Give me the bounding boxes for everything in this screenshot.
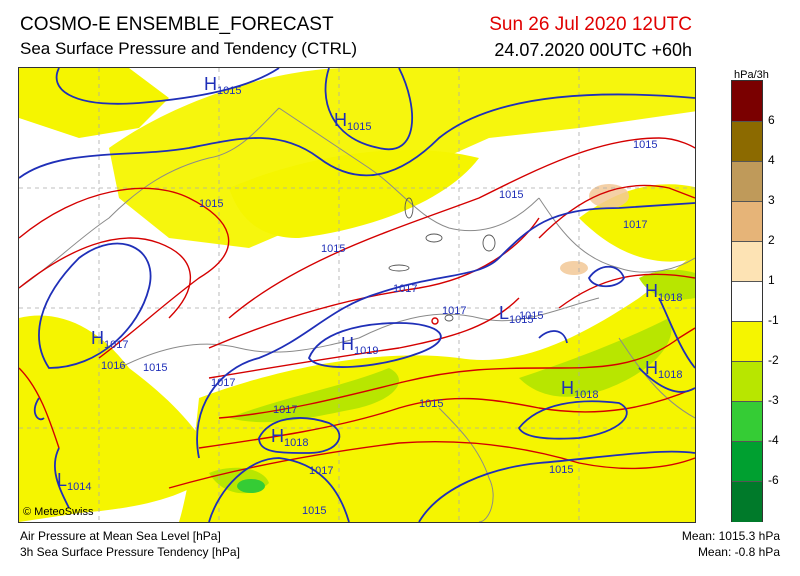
legend-unit: hPa/3h (734, 69, 769, 81)
tendency-fill-tan (560, 184, 629, 275)
isobars-red (19, 137, 695, 489)
isobar-value-label: 1015 (499, 189, 523, 201)
map-title: COSMO-E ENSEMBLE_FORECAST (20, 14, 334, 35)
valid-time: Sun 26 Jul 2020 12UTC (489, 14, 692, 35)
low-center-label: L1015 (499, 303, 534, 326)
legend-swatch (732, 281, 762, 322)
pressure-centers: H1015 H1015 H1017 H1019 H1018 H1018 H101… (57, 74, 682, 493)
color-legend (731, 80, 763, 522)
legend-tick-label: -4 (768, 433, 779, 447)
map-svg: H1015 H1015 H1017 H1019 H1018 H1018 H101… (19, 68, 695, 522)
isobar-value-label: 1015 (199, 198, 223, 210)
isobar-value-label: 1017 (273, 404, 297, 416)
isobar-value-labels: 1015 1015 1015 1017 1016 1015 1017 1017 … (101, 139, 657, 517)
lakes (388, 197, 496, 322)
isobar-value-label: 1015 (302, 505, 326, 517)
isobar-value-label: 1015 (549, 464, 573, 476)
isobar-value-label: 1015 (633, 139, 657, 151)
legend-tick-label: 1 (768, 273, 775, 287)
legend-tick-label: -6 (768, 473, 779, 487)
footer-tendency-label: 3h Sea Surface Pressure Tendency [hPa] (20, 545, 240, 559)
tendency-fill-darkgreen (237, 479, 265, 493)
forecast-map: H1015 H1015 H1017 H1019 H1018 H1018 H101… (18, 67, 696, 523)
legend-tick-label: -3 (768, 393, 779, 407)
legend-swatch (732, 361, 762, 402)
legend-tick-label: 4 (768, 153, 775, 167)
legend-swatch (732, 401, 762, 442)
marker-shapes (431, 317, 439, 325)
footer-mean-pressure: Mean: 1015.3 hPa (681, 529, 780, 543)
legend-swatch (732, 241, 762, 282)
high-center-label: H1018 (561, 378, 598, 401)
isobars-blue (19, 68, 695, 522)
low-center-label: L1014 (57, 470, 92, 493)
isobar-value-label: 1017 (393, 283, 417, 295)
isobar-value-label: 1015 (143, 362, 167, 374)
legend-tick-label: 2 (768, 233, 775, 247)
isobar-value-label: 1016 (101, 360, 125, 372)
legend-tick-label: -2 (768, 353, 779, 367)
isobar-value-label: 1017 (623, 219, 647, 231)
isobar-value-label: 1017 (442, 305, 466, 317)
isobar-value-label: 1017 (309, 465, 333, 477)
isobar-value-label: 1015 (321, 243, 345, 255)
legend-swatch (732, 161, 762, 202)
high-center-label: H1017 (91, 328, 128, 351)
high-center-label: H1015 (334, 110, 371, 133)
isobar-value-label: 1017 (211, 377, 235, 389)
run-time: 24.07.2020 00UTC +60h (494, 40, 692, 60)
legend-swatch (732, 81, 762, 121)
legend-swatch (732, 441, 762, 482)
legend-swatch (732, 201, 762, 242)
high-center-label: H1018 (645, 281, 682, 304)
high-center-label: H1019 (341, 334, 378, 357)
high-center-label: H1015 (204, 74, 241, 97)
copyright: © MeteoSwiss (23, 506, 94, 518)
country-borders (19, 107, 695, 522)
tendency-fill-green (209, 269, 695, 494)
legend-swatch (732, 121, 762, 162)
tendency-fill-yellow (19, 68, 695, 522)
map-subtitle: Sea Surface Pressure and Tendency (CTRL) (20, 39, 358, 58)
isobar-value-label: 1015 (419, 398, 443, 410)
legend-tick-label: -1 (768, 313, 779, 327)
legend-swatch (732, 481, 762, 522)
legend-tick-label: 3 (768, 193, 775, 207)
footer-mean-tendency: Mean: -0.8 hPa (697, 545, 780, 559)
legend-swatch (732, 321, 762, 362)
high-center-label: H1018 (645, 358, 682, 381)
footer-mslp-label: Air Pressure at Mean Sea Level [hPa] (20, 529, 221, 543)
high-center-label: H1018 (271, 426, 308, 449)
isobar-value-label: 1015 (519, 310, 543, 322)
legend-tick-label: 6 (768, 113, 775, 127)
